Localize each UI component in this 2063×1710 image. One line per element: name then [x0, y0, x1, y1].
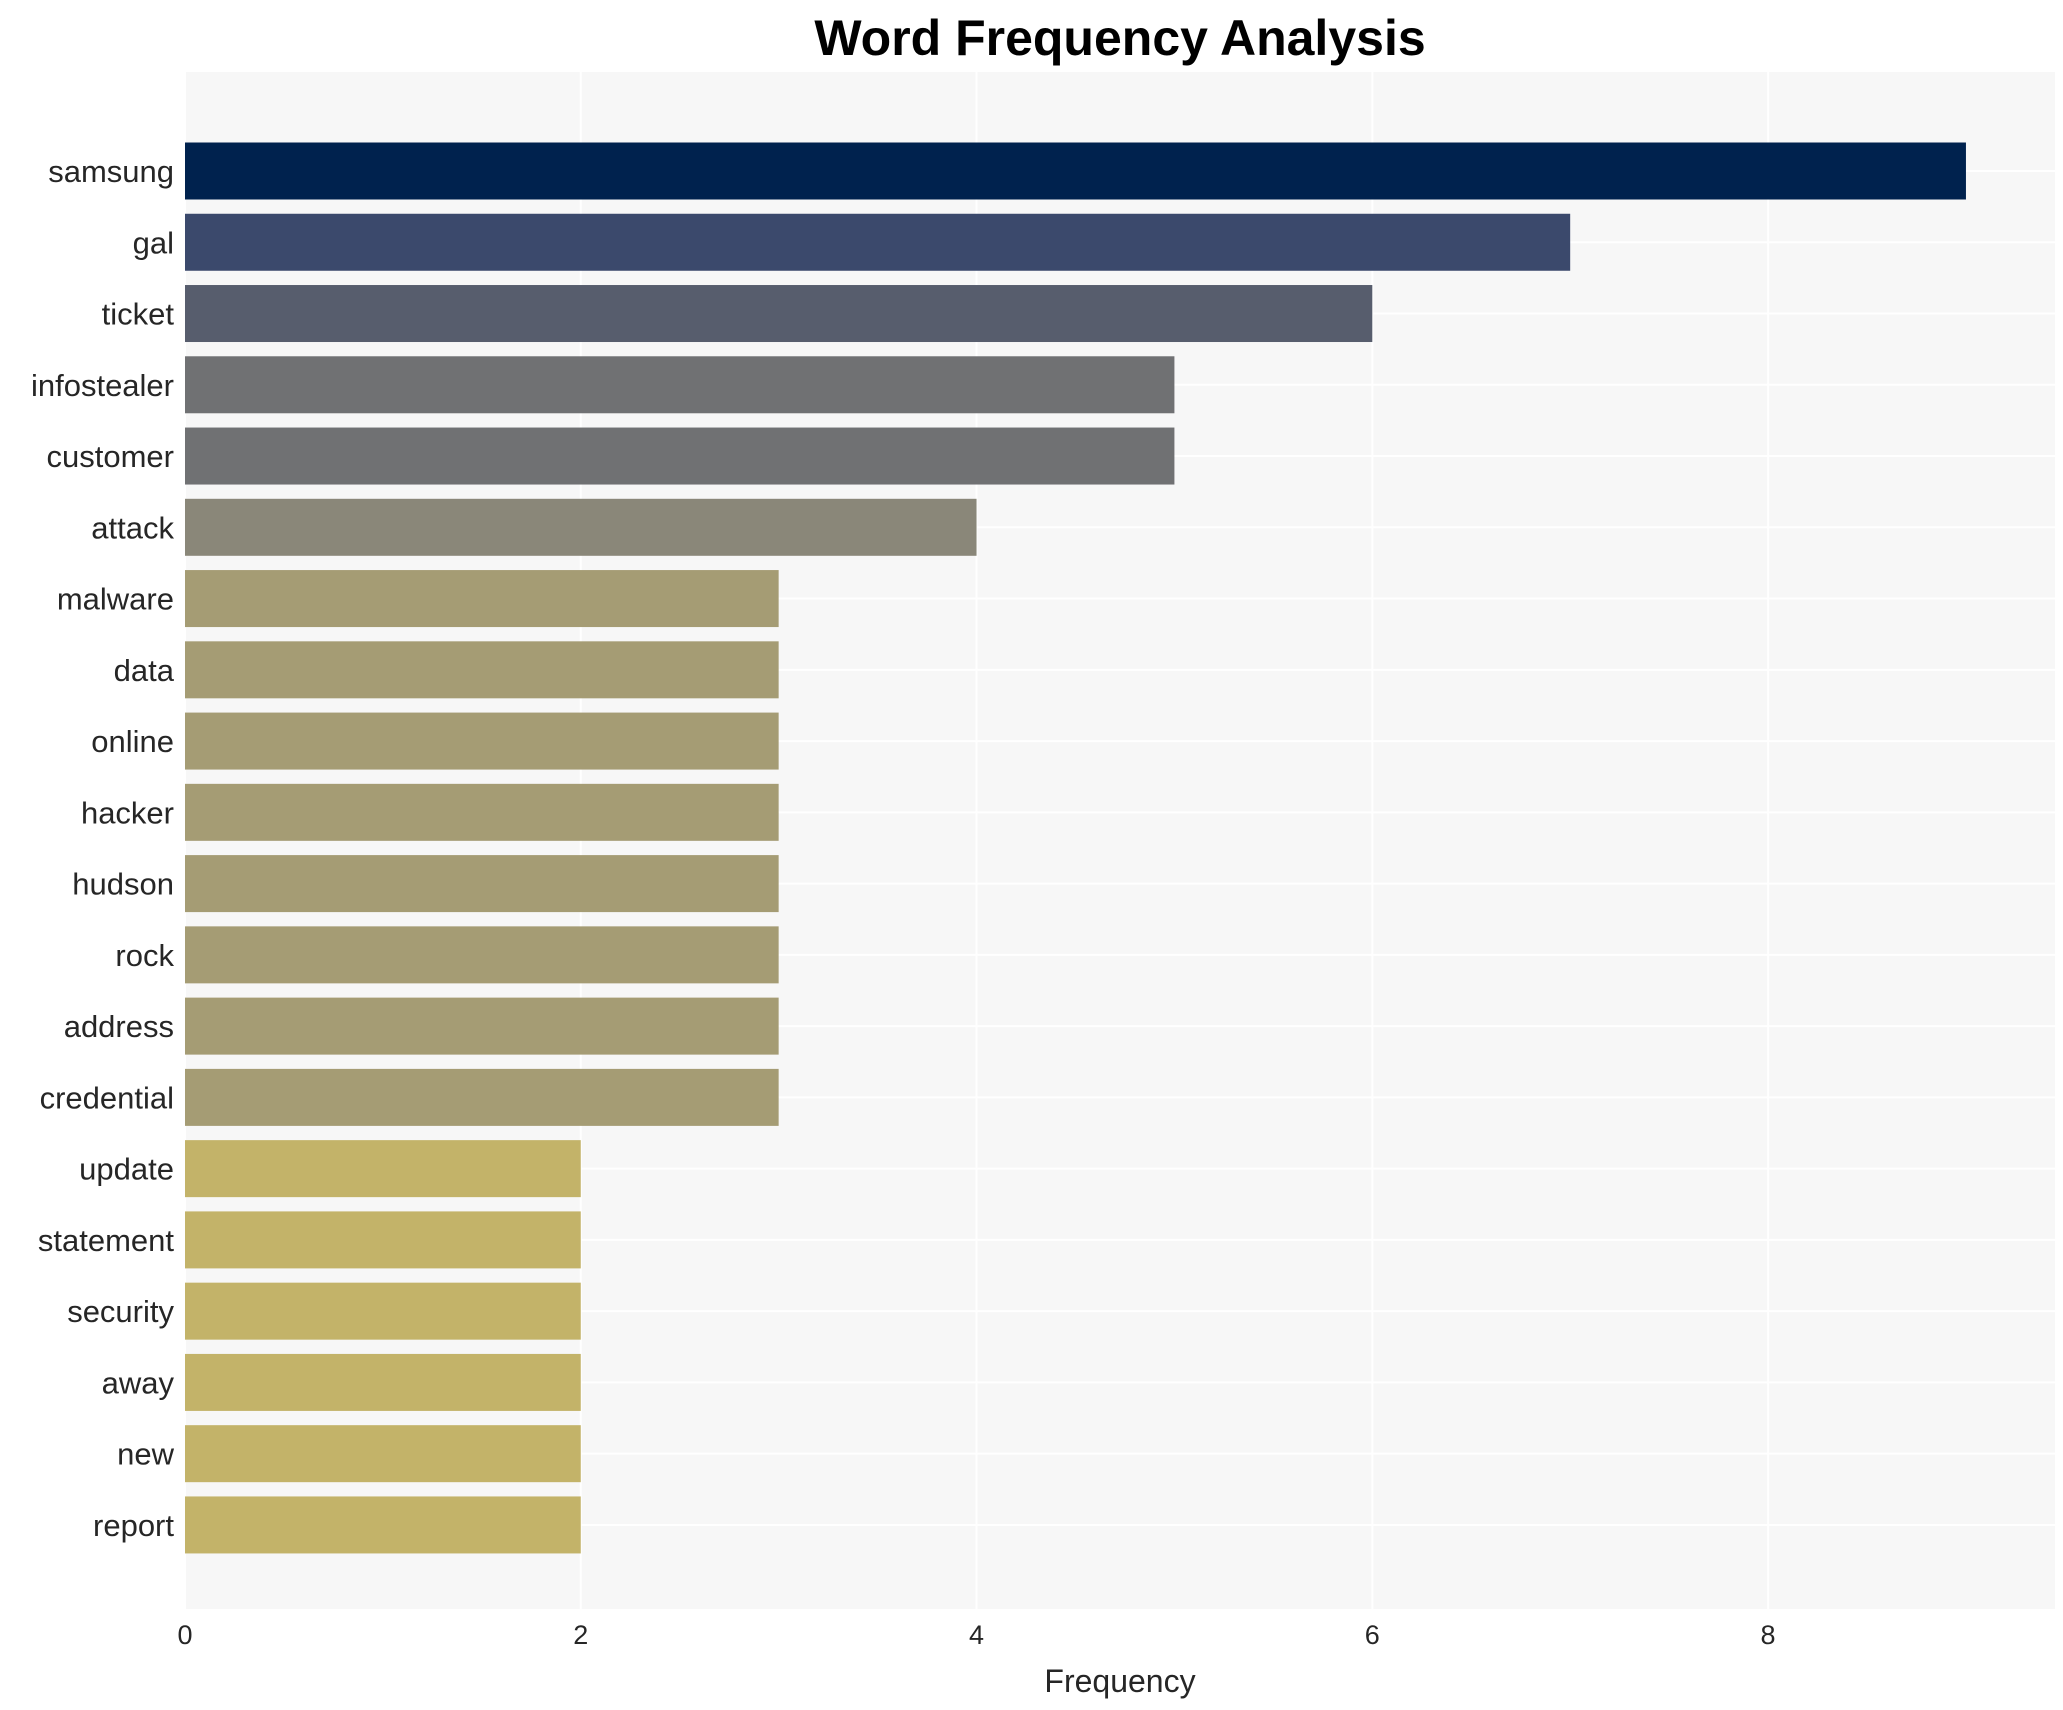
category-label-statement: statement [38, 1223, 175, 1258]
bar-gal [185, 213, 1571, 271]
category-label-address: address [64, 1009, 174, 1044]
bar-hudson [185, 855, 779, 913]
bar-ticket [185, 285, 1373, 343]
bar-update [185, 1140, 581, 1198]
bar-rock [185, 926, 779, 984]
x-tick-label: 6 [1365, 1620, 1380, 1650]
bar-report [185, 1496, 581, 1554]
bar-online [185, 712, 779, 770]
x-tick-label: 0 [177, 1620, 192, 1650]
category-label-report: report [93, 1508, 174, 1543]
category-label-samsung: samsung [48, 154, 174, 189]
bar-statement [185, 1211, 581, 1269]
category-label-customer: customer [47, 439, 174, 474]
bar-malware [185, 570, 779, 628]
x-tick-labels: 0 2 4 6 8 [177, 1620, 1775, 1650]
category-labels: samsung gal ticket infostealer customer attac… [31, 154, 175, 1543]
category-label-update: update [79, 1152, 174, 1187]
category-label-new: new [117, 1437, 174, 1472]
category-label-ticket: ticket [102, 297, 175, 332]
bar-new [185, 1425, 581, 1483]
category-label-away: away [102, 1365, 175, 1400]
bar-credential [185, 1068, 779, 1126]
category-label-rock: rock [115, 938, 174, 973]
category-label-hacker: hacker [81, 795, 174, 830]
bar-security [185, 1282, 581, 1340]
bar-address [185, 997, 779, 1055]
category-label-attack: attack [91, 510, 174, 545]
x-tick-label: 8 [1761, 1620, 1776, 1650]
category-label-gal: gal [133, 225, 174, 260]
chart-title: Word Frequency Analysis [814, 10, 1425, 66]
category-label-infostealer: infostealer [31, 368, 174, 403]
category-label-security: security [67, 1294, 174, 1329]
category-label-data: data [114, 653, 175, 688]
category-label-online: online [91, 724, 174, 759]
bar-infostealer [185, 356, 1175, 414]
category-label-credential: credential [40, 1080, 174, 1115]
bar-away [185, 1353, 581, 1411]
x-tick-label: 2 [573, 1620, 588, 1650]
bars [185, 142, 1966, 1554]
category-label-malware: malware [57, 582, 174, 617]
bar-attack [185, 498, 977, 556]
x-axis-label: Frequency [1044, 1663, 1195, 1699]
x-tick-label: 4 [969, 1620, 984, 1650]
bar-customer [185, 427, 1175, 485]
bar-samsung [185, 142, 1966, 200]
bar-hacker [185, 783, 779, 841]
bar-data [185, 641, 779, 699]
category-label-hudson: hudson [72, 867, 174, 902]
